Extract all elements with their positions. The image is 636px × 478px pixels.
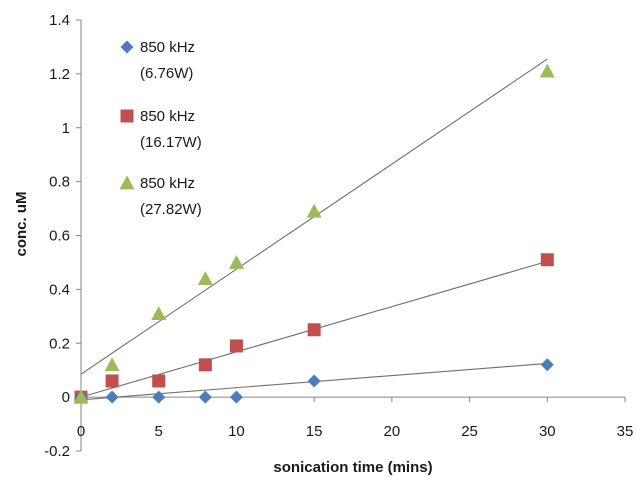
legend: 850 kHz (6.76W) 850 kHz (16.17W) 850 kHz (27.… [119, 39, 202, 218]
legend-marker-series-2 [120, 109, 134, 123]
y-tick-label: 0.8 [49, 174, 70, 191]
data-point-series-1 [198, 390, 212, 404]
data-point-series-3 [228, 254, 244, 269]
data-point-series-2 [307, 323, 321, 337]
legend-marker-series-1 [120, 40, 134, 54]
data-point-series-1 [540, 358, 554, 372]
y-tick-label: 1.2 [49, 66, 70, 83]
legend-label: 850 kHz [140, 108, 195, 125]
data-points [73, 63, 555, 404]
y-tick-label: 0.6 [49, 228, 70, 245]
y-tick-label: 0 [62, 389, 70, 406]
data-point-series-2 [229, 339, 243, 353]
y-tick-label: -0.2 [44, 443, 70, 460]
x-tick-label: 10 [228, 423, 245, 440]
legend-label: (27.82W) [140, 201, 202, 218]
data-point-series-2 [152, 374, 166, 388]
data-point-series-2 [105, 374, 119, 388]
x-tick-label: 20 [384, 423, 401, 440]
x-tick-label: 30 [539, 423, 556, 440]
data-point-series-1 [307, 374, 321, 388]
y-tick-label: 1 [62, 120, 70, 137]
axes: -0.2 0 0.2 0.4 0.6 0.8 1 1.2 1.4 0 5 10 15 20 25 30 35 [44, 12, 633, 460]
x-tick-label: 5 [155, 423, 163, 440]
legend-label: 850 kHz [140, 175, 195, 192]
y-tick-label: 0.2 [49, 335, 70, 352]
data-point-series-3 [73, 389, 89, 404]
data-point-series-3 [151, 306, 167, 320]
legend-marker-series-3 [119, 175, 135, 190]
data-point-series-2 [540, 253, 554, 267]
x-tick-label: 35 [617, 423, 634, 440]
legend-label: (16.17W) [140, 134, 202, 151]
data-point-series-3 [306, 203, 322, 218]
data-point-series-1 [152, 390, 166, 404]
y-tick-label: 1.4 [49, 12, 70, 29]
data-point-series-3 [539, 63, 555, 78]
x-tick-label: 0 [77, 423, 85, 440]
x-tick-label: 15 [306, 423, 323, 440]
x-axis-title: sonication time (mins) [273, 459, 432, 476]
data-point-series-2 [198, 358, 212, 372]
y-axis-title: conc. uM [13, 191, 30, 256]
legend-label: (6.76W) [140, 65, 193, 82]
legend-label: 850 kHz [140, 39, 195, 56]
x-tick-label: 25 [461, 423, 478, 440]
y-tick-label: 0.4 [49, 281, 70, 298]
data-point-series-3 [104, 357, 120, 372]
data-point-series-1 [105, 390, 119, 404]
data-point-series-3 [197, 271, 213, 285]
data-point-series-1 [229, 390, 243, 404]
